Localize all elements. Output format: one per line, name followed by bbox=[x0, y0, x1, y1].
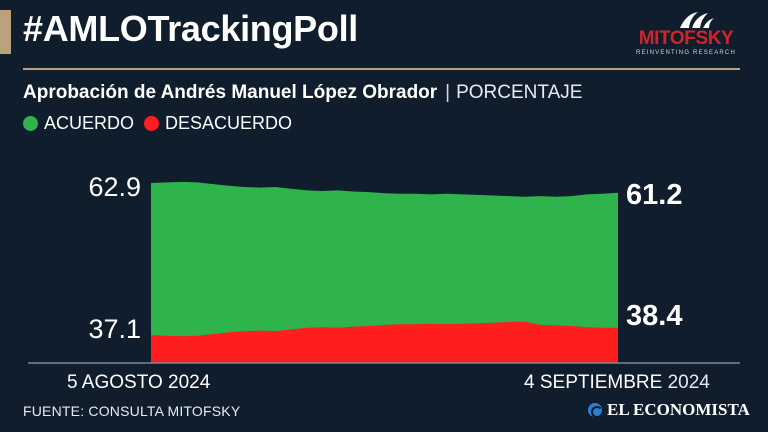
legend-swatch-acuerdo bbox=[23, 116, 38, 131]
chart-subtitle: Aprobación de Andrés Manuel López Obrado… bbox=[23, 82, 582, 104]
wings-icon bbox=[680, 12, 714, 28]
publisher-mark-icon bbox=[588, 403, 603, 418]
subtitle-main: Aprobación de Andrés Manuel López Obrado… bbox=[23, 82, 438, 103]
mitofsky-logo: MITOFSKY REINVENTING RESEARCH bbox=[626, 10, 746, 60]
page-title: #AMLOTrackingPoll bbox=[23, 8, 358, 49]
x-end-label: 4 SEPTIEMBRE 2024 bbox=[524, 372, 710, 394]
brand-name: MITOFSKY bbox=[638, 28, 734, 49]
legend-label-acuerdo: ACUERDO bbox=[44, 113, 135, 133]
header-divider bbox=[23, 68, 740, 70]
area-desacuerdo bbox=[151, 321, 618, 363]
title-accent-bar bbox=[0, 10, 11, 54]
area-acuerdo bbox=[151, 181, 618, 363]
publisher-name: EL ECONOMISTA bbox=[607, 400, 750, 419]
x-start-label: 5 AGOSTO 2024 bbox=[67, 372, 211, 393]
legend-label-desacuerdo: DESACUERDO bbox=[165, 113, 293, 133]
subtitle-unit: PORCENTAJE bbox=[456, 82, 583, 103]
legend-item-desacuerdo: DESACUERDO bbox=[144, 113, 292, 134]
chart-legend: ACUERDO DESACUERDO bbox=[23, 113, 302, 134]
source-note: FUENTE: CONSULTA MITOFSKY bbox=[23, 403, 241, 419]
x-end-year: 2024 bbox=[667, 372, 710, 393]
legend-swatch-desacuerdo bbox=[144, 116, 160, 131]
legend-item-acuerdo: ACUERDO bbox=[23, 113, 134, 134]
end-label-desacuerdo: 38.4 bbox=[626, 300, 682, 332]
publisher-logo: EL ECONOMISTA bbox=[588, 400, 750, 420]
brand-tagline: REINVENTING RESEARCH bbox=[635, 50, 736, 56]
subtitle-separator: | bbox=[445, 82, 451, 103]
start-label-acuerdo: 62.9 bbox=[88, 172, 141, 202]
start-label-desacuerdo: 37.1 bbox=[88, 314, 141, 344]
x-end-date: 4 SEPTIEMBRE bbox=[524, 372, 663, 393]
end-label-acuerdo: 61.2 bbox=[626, 179, 682, 211]
